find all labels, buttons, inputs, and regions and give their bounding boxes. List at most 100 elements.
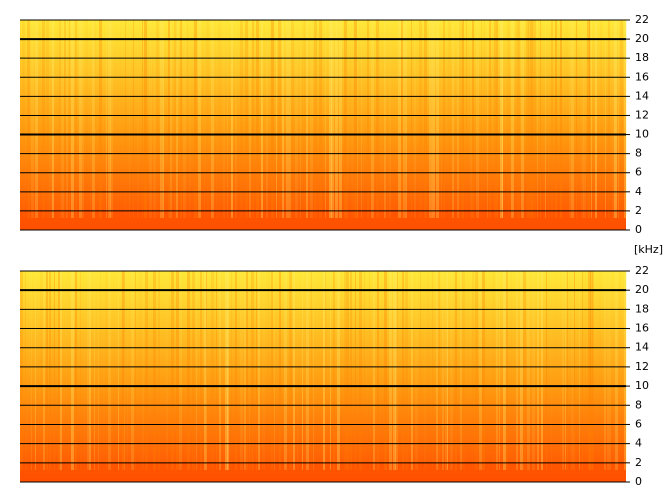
texture-stripe xyxy=(341,271,342,470)
y-tick-label: 18 xyxy=(635,51,649,64)
texture-stripe xyxy=(256,20,259,218)
texture-stripe xyxy=(183,20,186,218)
texture-stripe xyxy=(460,271,462,470)
texture-stripe xyxy=(533,20,536,218)
texture-stripe xyxy=(496,271,498,470)
y-tick-label: 18 xyxy=(635,302,649,315)
texture-stripe xyxy=(564,20,566,218)
texture-stripe xyxy=(346,271,349,470)
texture-stripe xyxy=(582,271,583,470)
texture-stripe xyxy=(49,20,52,218)
texture-stripe xyxy=(619,271,621,470)
texture-stripe xyxy=(487,20,488,218)
texture-stripe xyxy=(455,271,457,470)
texture-stripe xyxy=(99,20,102,218)
texture-stripe xyxy=(589,20,590,218)
texture-stripe xyxy=(240,271,243,470)
texture-stripe xyxy=(249,271,250,470)
texture-stripe xyxy=(145,271,148,470)
y-tick-label: 12 xyxy=(635,360,649,373)
texture-stripe xyxy=(180,20,182,218)
texture-stripe xyxy=(459,20,462,218)
texture-stripe xyxy=(176,271,179,470)
texture-stripe xyxy=(274,271,275,470)
texture-stripe xyxy=(541,271,543,470)
y-tick-label: 2 xyxy=(635,456,642,469)
texture-stripe xyxy=(537,271,539,470)
texture-stripe xyxy=(168,20,170,218)
texture-stripe xyxy=(610,271,611,470)
texture-stripe xyxy=(110,20,113,218)
texture-stripe xyxy=(170,20,172,218)
texture-stripe xyxy=(472,20,474,218)
texture-stripe xyxy=(516,271,518,470)
texture-stripe xyxy=(75,271,77,470)
texture-stripe xyxy=(211,20,214,218)
y-tick-label: 10 xyxy=(635,379,649,392)
texture-stripe xyxy=(221,271,222,470)
y-tick-label: 8 xyxy=(635,147,642,160)
texture-stripe xyxy=(266,20,268,218)
texture-stripe xyxy=(89,271,91,470)
texture-stripe xyxy=(445,271,448,470)
texture-stripe xyxy=(443,20,445,218)
texture-stripe xyxy=(337,271,340,470)
texture-stripe xyxy=(530,20,533,218)
texture-stripe xyxy=(450,271,453,470)
texture-stripe xyxy=(367,20,369,218)
texture-stripe xyxy=(442,271,444,470)
texture-stripe xyxy=(56,20,59,218)
texture-stripe xyxy=(131,271,134,470)
texture-stripe xyxy=(321,20,322,218)
texture-stripe xyxy=(403,20,406,218)
y-axis-unit: [kHz] xyxy=(634,243,663,256)
texture-stripe xyxy=(355,271,356,470)
texture-stripe xyxy=(371,20,374,218)
texture-stripe xyxy=(551,271,552,470)
texture-stripe xyxy=(482,271,485,470)
texture-stripe xyxy=(441,20,442,218)
texture-stripe xyxy=(339,20,342,218)
y-tick-label: 10 xyxy=(635,128,649,141)
texture-stripe xyxy=(562,271,564,470)
y-tick-label: 2 xyxy=(635,204,642,217)
texture-stripe xyxy=(401,20,403,218)
texture-stripe xyxy=(604,271,606,470)
texture-stripe xyxy=(503,271,506,470)
texture-stripe xyxy=(448,20,451,218)
texture-stripe xyxy=(79,20,82,218)
texture-stripe xyxy=(31,20,34,218)
texture-stripe xyxy=(420,271,421,470)
texture-stripe xyxy=(291,20,294,218)
texture-stripe xyxy=(235,271,237,470)
texture-stripe xyxy=(67,271,70,470)
texture-stripe xyxy=(384,20,386,218)
texture-stripe xyxy=(133,20,134,218)
texture-stripe xyxy=(166,271,168,470)
texture-stripe xyxy=(567,20,568,218)
texture-stripe xyxy=(306,20,308,218)
texture-stripe xyxy=(208,271,209,470)
y-tick-label: 4 xyxy=(635,185,642,198)
texture-stripe xyxy=(246,271,248,470)
texture-stripe xyxy=(216,271,217,470)
y-tick-label: 14 xyxy=(635,89,649,102)
texture-stripe xyxy=(436,20,439,218)
texture-stripe xyxy=(174,20,177,218)
texture-stripe xyxy=(282,20,284,218)
texture-stripe xyxy=(600,20,602,218)
texture-stripe xyxy=(306,271,309,470)
texture-stripe xyxy=(176,20,178,218)
texture-stripe xyxy=(231,271,232,470)
texture-stripe xyxy=(149,20,152,218)
spectrogram-low-band xyxy=(20,210,626,230)
texture-stripe xyxy=(624,20,627,218)
texture-stripe xyxy=(588,271,591,470)
texture-stripe xyxy=(329,20,332,218)
texture-stripe xyxy=(470,20,472,218)
y-tick-label: 16 xyxy=(635,322,649,335)
texture-stripe xyxy=(359,271,362,470)
texture-stripe xyxy=(432,20,435,218)
texture-stripe xyxy=(20,20,21,218)
texture-stripe xyxy=(300,20,301,218)
